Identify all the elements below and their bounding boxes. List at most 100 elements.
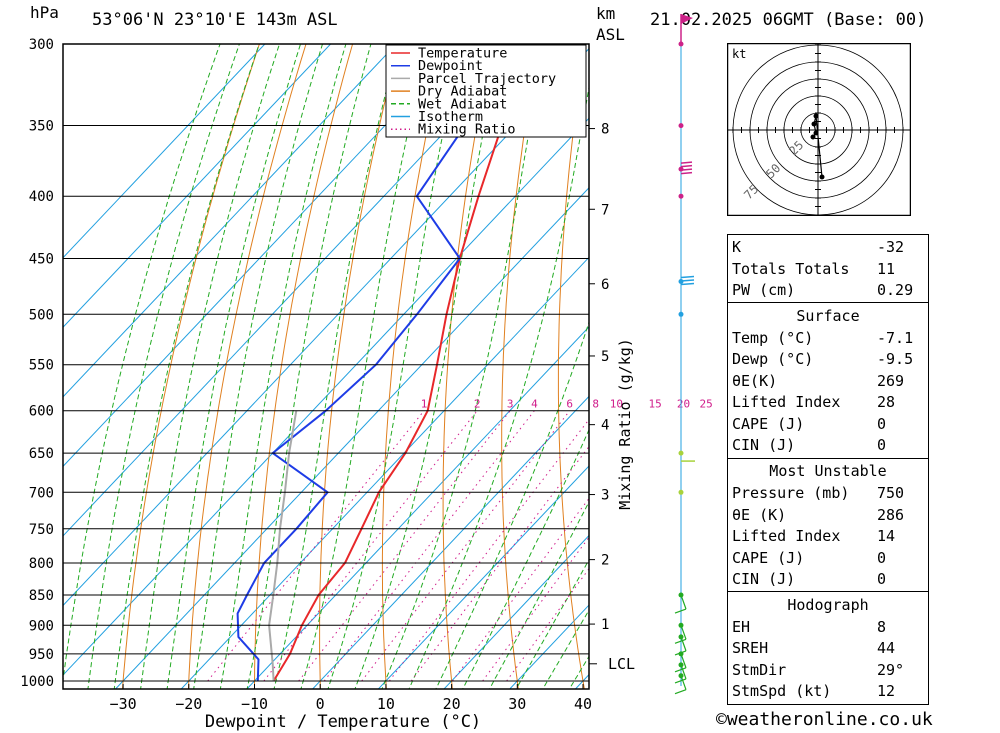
surface-title: Surface (796, 307, 860, 325)
index-label: PW (cm) (732, 281, 796, 299)
index-value: -32 (877, 238, 905, 256)
legend-entry-label: Dry Adiabat (418, 84, 507, 100)
mixing-ratio-tick-label: 10 (610, 398, 623, 411)
pressure-tick-label: 1000 (20, 674, 54, 690)
wet-adiabat-line (246, 44, 372, 689)
mixing-ratio-line (388, 418, 589, 682)
wind-barb (674, 689, 687, 695)
dry-adiabat-line (442, 44, 493, 689)
temperature-curve (272, 44, 532, 682)
mixing-ratio-tick-label: 4 (531, 398, 538, 411)
location-title: 53°06'N 23°10'E 143m ASL (92, 10, 338, 30)
km-tick-label: 1 (601, 617, 609, 633)
hodo-label: StmSpd (kt) (732, 682, 832, 700)
legend-entry-label: Wet Adiabat (418, 96, 507, 112)
index-row-pw: PW (cm) 0.29 (732, 280, 924, 301)
index-value: 11 (877, 260, 896, 278)
mu-row: CAPE (J) 0 (732, 548, 924, 569)
index-label: Totals Totals (732, 260, 850, 278)
hodograph-point (811, 121, 817, 127)
hodo-row: StmDir 29° (732, 660, 924, 681)
wind-barb-flag (681, 14, 693, 24)
pressure-tick-label: 450 (29, 252, 54, 268)
km-unit-label: km (596, 4, 616, 23)
wind-barb (680, 664, 687, 680)
isotherm-line (63, 44, 529, 537)
mu-value: 0 (877, 570, 887, 588)
wet-adiabat-line (193, 44, 324, 689)
pressure-tick-label: 600 (29, 404, 54, 420)
pressure-tick-label: 300 (29, 37, 54, 53)
wind-barb (680, 594, 687, 610)
legend-entry-label: Mixing Ratio (418, 122, 516, 138)
wet-adiabat-line (408, 85, 589, 689)
km-tick-label: 7 (601, 202, 609, 218)
index-row-totals: Totals Totals 11 (732, 259, 924, 280)
wind-barb (680, 171, 693, 175)
indices-panel: K -32 Totals Totals 11 PW (cm) 0.29 (727, 234, 929, 304)
hodograph-stats-title: Hodograph (787, 596, 869, 614)
datetime-label: 21.02.2025 06GMT (Base: 00) (650, 10, 927, 30)
mixing-ratio-tick-label: 3 (507, 398, 514, 411)
dry-adiabat-line (253, 44, 354, 689)
weatheronline-credit[interactable]: ©weatheronline.co.uk (716, 709, 933, 730)
wind-barb (680, 168, 693, 171)
wet-adiabat-line (354, 44, 502, 689)
wet-adiabat-line (327, 44, 463, 689)
wet-adiabat-line (166, 44, 302, 689)
pressure-tick-label: 900 (29, 618, 54, 634)
wet-adiabat-line (381, 44, 546, 689)
x-tick-label: −30 (110, 695, 137, 713)
surface-row: Temp (°C) -7.1 (732, 328, 924, 349)
mu-label: θE (K) (732, 506, 787, 524)
wet-adiabat-line (488, 500, 589, 689)
lcl-label: LCL (608, 655, 635, 673)
hodograph-unit-label: kt (732, 47, 746, 61)
isotherm-line (63, 44, 266, 259)
pressure-tick-label: 350 (29, 119, 54, 135)
wind-level-dot (678, 592, 684, 598)
mu-value: 750 (877, 484, 905, 502)
dry-adiabat-line (557, 44, 586, 689)
plot-frame (62, 43, 590, 690)
wind-barb (680, 675, 687, 690)
pressure-tick-label: 750 (29, 522, 54, 538)
index-value: 0.29 (877, 281, 914, 299)
km-tick-label: 5 (601, 349, 609, 365)
surface-label: Lifted Index (732, 393, 841, 411)
mu-value: 0 (877, 549, 887, 567)
mixing-ratio-line (298, 410, 511, 682)
surface-panel: Surface Temp (°C) -7.1 Dewp (°C) -9.5 θE… (727, 302, 929, 460)
surface-row: θE(K) 269 (732, 371, 924, 392)
legend-entry-label: Dewpoint (418, 58, 483, 74)
wind-barb (680, 636, 687, 652)
wind-level-dot (678, 193, 684, 199)
most-unstable-panel: Most Unstable Pressure (mb) 750 θE (K) 2… (727, 458, 929, 593)
km-tick-label: 3 (601, 488, 609, 504)
km-tick-label: 6 (601, 277, 609, 293)
wet-adiabat-line (219, 44, 347, 689)
surface-value: -7.1 (877, 329, 914, 347)
index-row-k: K -32 (732, 237, 924, 258)
dry-adiabat-line (121, 44, 260, 689)
x-tick-label: 20 (443, 695, 461, 713)
hodo-row: StmSpd (kt) 12 (732, 681, 924, 702)
isotherm-line (246, 326, 589, 689)
hodo-row: EH 8 (732, 617, 924, 638)
wind-barb (680, 164, 693, 168)
mixing-ratio-tick-label: 8 (592, 398, 599, 411)
mixing-ratio-tick-label: 6 (566, 398, 573, 411)
asl-unit-label: ASL (596, 25, 625, 44)
surface-value: 269 (877, 372, 905, 390)
pressure-tick-label: 850 (29, 588, 54, 604)
surface-value: 0 (877, 415, 887, 433)
isotherm-line (63, 44, 463, 468)
wind-barb (674, 608, 687, 614)
isotherm-line (377, 465, 589, 689)
mu-value: 286 (877, 506, 905, 524)
x-tick-label: 30 (508, 695, 526, 713)
hodo-label: EH (732, 618, 751, 636)
hodo-row: SREH 44 (732, 638, 924, 659)
dry-adiabat-line (958, 44, 1000, 707)
pressure-tick-label: 800 (29, 556, 54, 572)
